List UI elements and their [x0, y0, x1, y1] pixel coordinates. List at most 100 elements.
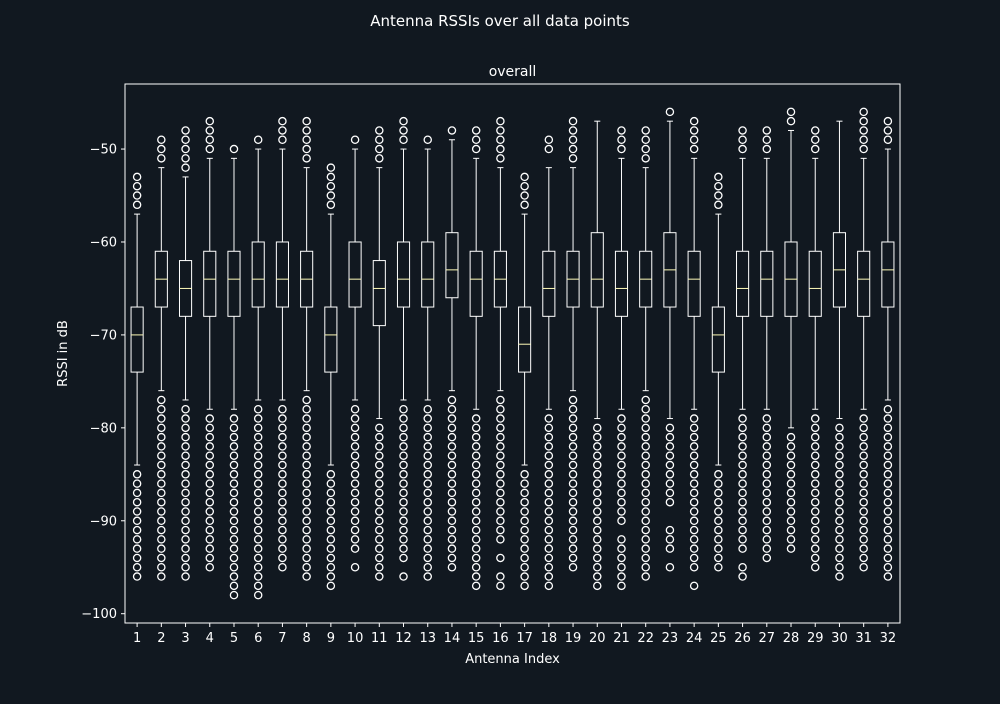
x-tick-label: 1: [133, 631, 141, 646]
outlier-point: [786, 107, 796, 117]
outlier-point: [302, 460, 311, 470]
outlier-point: [302, 479, 311, 488]
outlier-point: [835, 507, 844, 516]
outlier-point: [423, 405, 432, 414]
outlier-point: [399, 535, 408, 544]
x-tick-label: 26: [734, 631, 751, 646]
outlier-point: [714, 479, 723, 488]
outlier-point: [399, 442, 408, 451]
outlier-point: [302, 144, 311, 154]
outlier-point: [447, 562, 457, 572]
outlier-point: [883, 116, 893, 126]
outlier-point: [132, 200, 142, 210]
outlier-point: [205, 442, 215, 451]
outlier-point: [859, 507, 868, 516]
box: [396, 241, 411, 308]
outlier-point: [326, 470, 336, 479]
outlier-point: [520, 181, 529, 191]
outlier-point: [641, 405, 650, 414]
outlier-point: [617, 135, 626, 145]
outlier-point: [520, 497, 529, 507]
outlier-point: [302, 405, 311, 414]
outlier-point: [157, 572, 166, 581]
outlier-point: [689, 581, 699, 591]
outlier-point: [544, 144, 554, 154]
outlier-point: [883, 553, 893, 563]
outlier-point: [568, 562, 578, 572]
outlier-point: [593, 488, 602, 498]
outlier-point: [593, 516, 602, 526]
outlier-point: [375, 553, 384, 563]
outlier-point: [302, 525, 311, 535]
outlier-point: [181, 497, 190, 507]
outlier-point: [302, 544, 311, 553]
outlier-point: [568, 405, 578, 414]
outlier-point: [181, 535, 190, 544]
outlier-point: [762, 488, 772, 498]
outlier-point: [786, 535, 796, 544]
outlier-point: [714, 535, 723, 544]
outlier-point: [810, 525, 820, 535]
outlier-point: [568, 488, 578, 498]
outlier-point: [157, 488, 166, 498]
outlier-point: [641, 442, 650, 451]
outlier-point: [302, 395, 311, 405]
outlier-point: [641, 516, 650, 526]
outlier-point: [568, 126, 578, 135]
outlier-point: [568, 460, 578, 470]
outlier-point: [205, 144, 215, 154]
outlier-point: [181, 562, 190, 572]
x-tick-label: 16: [492, 631, 509, 646]
outlier-point: [883, 488, 893, 498]
outlier-point: [205, 116, 215, 126]
outlier-point: [496, 395, 505, 405]
outlier-point: [593, 451, 602, 460]
outlier-point: [399, 460, 408, 470]
outlier-point: [544, 470, 554, 479]
outlier-point: [132, 181, 142, 191]
outlier-point: [810, 488, 820, 498]
outlier-point: [326, 572, 336, 581]
outlier-point: [883, 572, 893, 581]
outlier-point: [689, 516, 699, 526]
outlier-point: [593, 535, 602, 544]
outlier-point: [689, 535, 699, 544]
outlier-point: [835, 460, 844, 470]
outlier-point: [447, 460, 457, 470]
outlier-point: [157, 423, 166, 433]
outlier-point: [859, 488, 868, 498]
outlier-point: [253, 488, 263, 498]
outlier-point: [859, 116, 868, 126]
outlier-point: [835, 432, 844, 442]
outlier-point: [375, 535, 384, 544]
outlier-point: [859, 479, 868, 488]
outlier-point: [471, 126, 481, 135]
outlier-point: [326, 163, 336, 172]
outlier-point: [447, 525, 457, 535]
outlier-point: [714, 488, 723, 498]
outlier-point: [423, 432, 432, 442]
outlier-point: [738, 126, 747, 135]
y-tick-label: −50: [90, 143, 117, 158]
outlier-point: [447, 535, 457, 544]
outlier-point: [810, 562, 820, 572]
outlier-point: [883, 562, 893, 572]
outlier-point: [714, 562, 723, 572]
outlier-point: [375, 126, 384, 135]
x-tick-label: 20: [589, 631, 606, 646]
outlier-point: [229, 553, 239, 563]
box: [203, 250, 217, 317]
outlier-point: [471, 414, 481, 423]
outlier-point: [883, 423, 893, 433]
outlier-point: [132, 544, 142, 553]
x-tick-label: 27: [759, 631, 776, 646]
outlier-point: [617, 126, 626, 135]
outlier-point: [762, 144, 772, 154]
outlier-point: [786, 479, 796, 488]
box: [348, 241, 362, 308]
outlier-point: [835, 572, 844, 581]
outlier-point: [326, 562, 336, 572]
outlier-point: [496, 535, 505, 544]
outlier-point: [181, 470, 190, 479]
